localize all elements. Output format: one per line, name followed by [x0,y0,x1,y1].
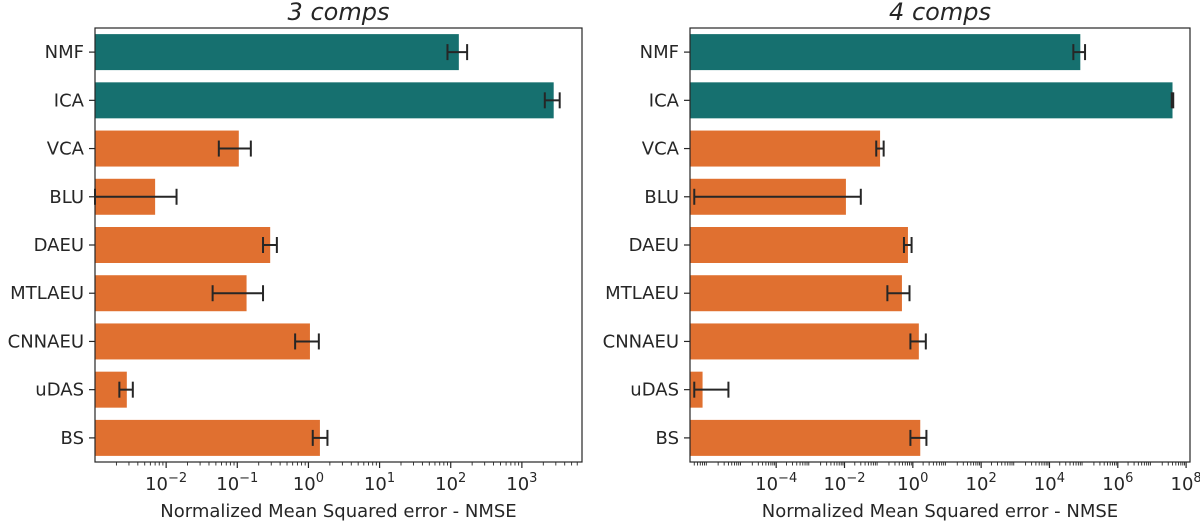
category-label: NMF [45,42,84,63]
error-bar-mtlaeu [211,285,265,302]
error-bar-daeu [262,237,278,253]
category-label: MTLAEU [10,283,84,304]
bar-vca [690,130,881,167]
bar-mtlaeu [690,275,902,312]
x-tick-label: 10−2 [823,471,865,495]
category-label: BS [656,428,679,449]
error-bar-bs [311,429,329,446]
category-label: CNNAEU [8,331,84,352]
category-label: VCA [642,139,680,160]
panel-3-comps: 3 comps NMF ICA VCA BLU DAEU MTLAEU CNNAEU uDAS B… [8,0,583,522]
x-tick-label: 100 [897,471,928,495]
bar-bs [95,419,320,456]
error-bar-udas [693,381,730,398]
category-label: VCA [47,139,85,160]
axes-frame [689,27,1191,463]
error-bar-blu [693,188,862,205]
error-bar-bs [909,429,928,446]
error-bar-daeu [902,237,913,253]
category-label: DAEU [34,235,84,256]
error-bar-cnnaeu [909,333,927,350]
error-bar-udas [118,381,134,398]
bar-vca [95,130,239,167]
category-label: MTLAEU [605,283,679,304]
chart-title: 4 comps [889,0,991,26]
bar-cnnaeu [690,323,919,360]
x-tick-label: 101 [364,471,395,495]
x-tick-label: 108 [1171,471,1200,495]
panel-4-comps: 4 comps NMF ICA VCA BLU DAEU MTLAEU CNNAEU uDAS B… [603,0,1200,522]
x-tick-label: 104 [1034,471,1065,495]
x-tick-label: 102 [966,471,997,495]
error-bar-ica [543,92,561,109]
error-bar-nmf [1072,44,1087,61]
error-bar-vca [875,140,885,157]
x-tick-label: 103 [506,471,537,495]
bar-daeu [690,227,908,263]
axes-frame [94,27,583,463]
x-axis-label: Normalized Mean Squared error - NMSE [762,501,1118,522]
error-bar-cnnaeu [294,333,320,350]
x-tick-label: 106 [1102,471,1133,495]
x-tick-label: 100 [293,471,324,495]
x-tick-label: 10−1 [216,471,258,495]
category-label: BLU [49,187,84,208]
error-bar-nmf [446,44,469,61]
error-bar-vca [217,140,252,157]
bar-ica [690,82,1173,119]
category-label: BS [61,428,84,449]
error-bar-mtlaeu [886,285,911,302]
x-tick-label: 10−4 [755,471,797,495]
x-tick-label: 10−2 [145,471,187,495]
bar-nmf [690,34,1081,71]
bar-ica [95,82,554,119]
error-bar-ica [1170,92,1175,109]
category-label: CNNAEU [603,331,679,352]
category-label: DAEU [629,235,679,256]
category-label: NMF [640,42,679,63]
category-label: ICA [649,90,680,111]
bar-bs [690,419,921,456]
bar-nmf [95,34,459,71]
chart-title: 3 comps [288,0,390,26]
category-label: BLU [644,187,679,208]
x-axis-label: Normalized Mean Squared error - NMSE [160,501,516,522]
category-label: uDAS [35,380,84,401]
bar-cnnaeu [95,323,310,360]
category-label: ICA [54,90,85,111]
category-label: uDAS [630,380,679,401]
x-tick-label: 102 [435,471,466,495]
bar-daeu [95,227,271,263]
